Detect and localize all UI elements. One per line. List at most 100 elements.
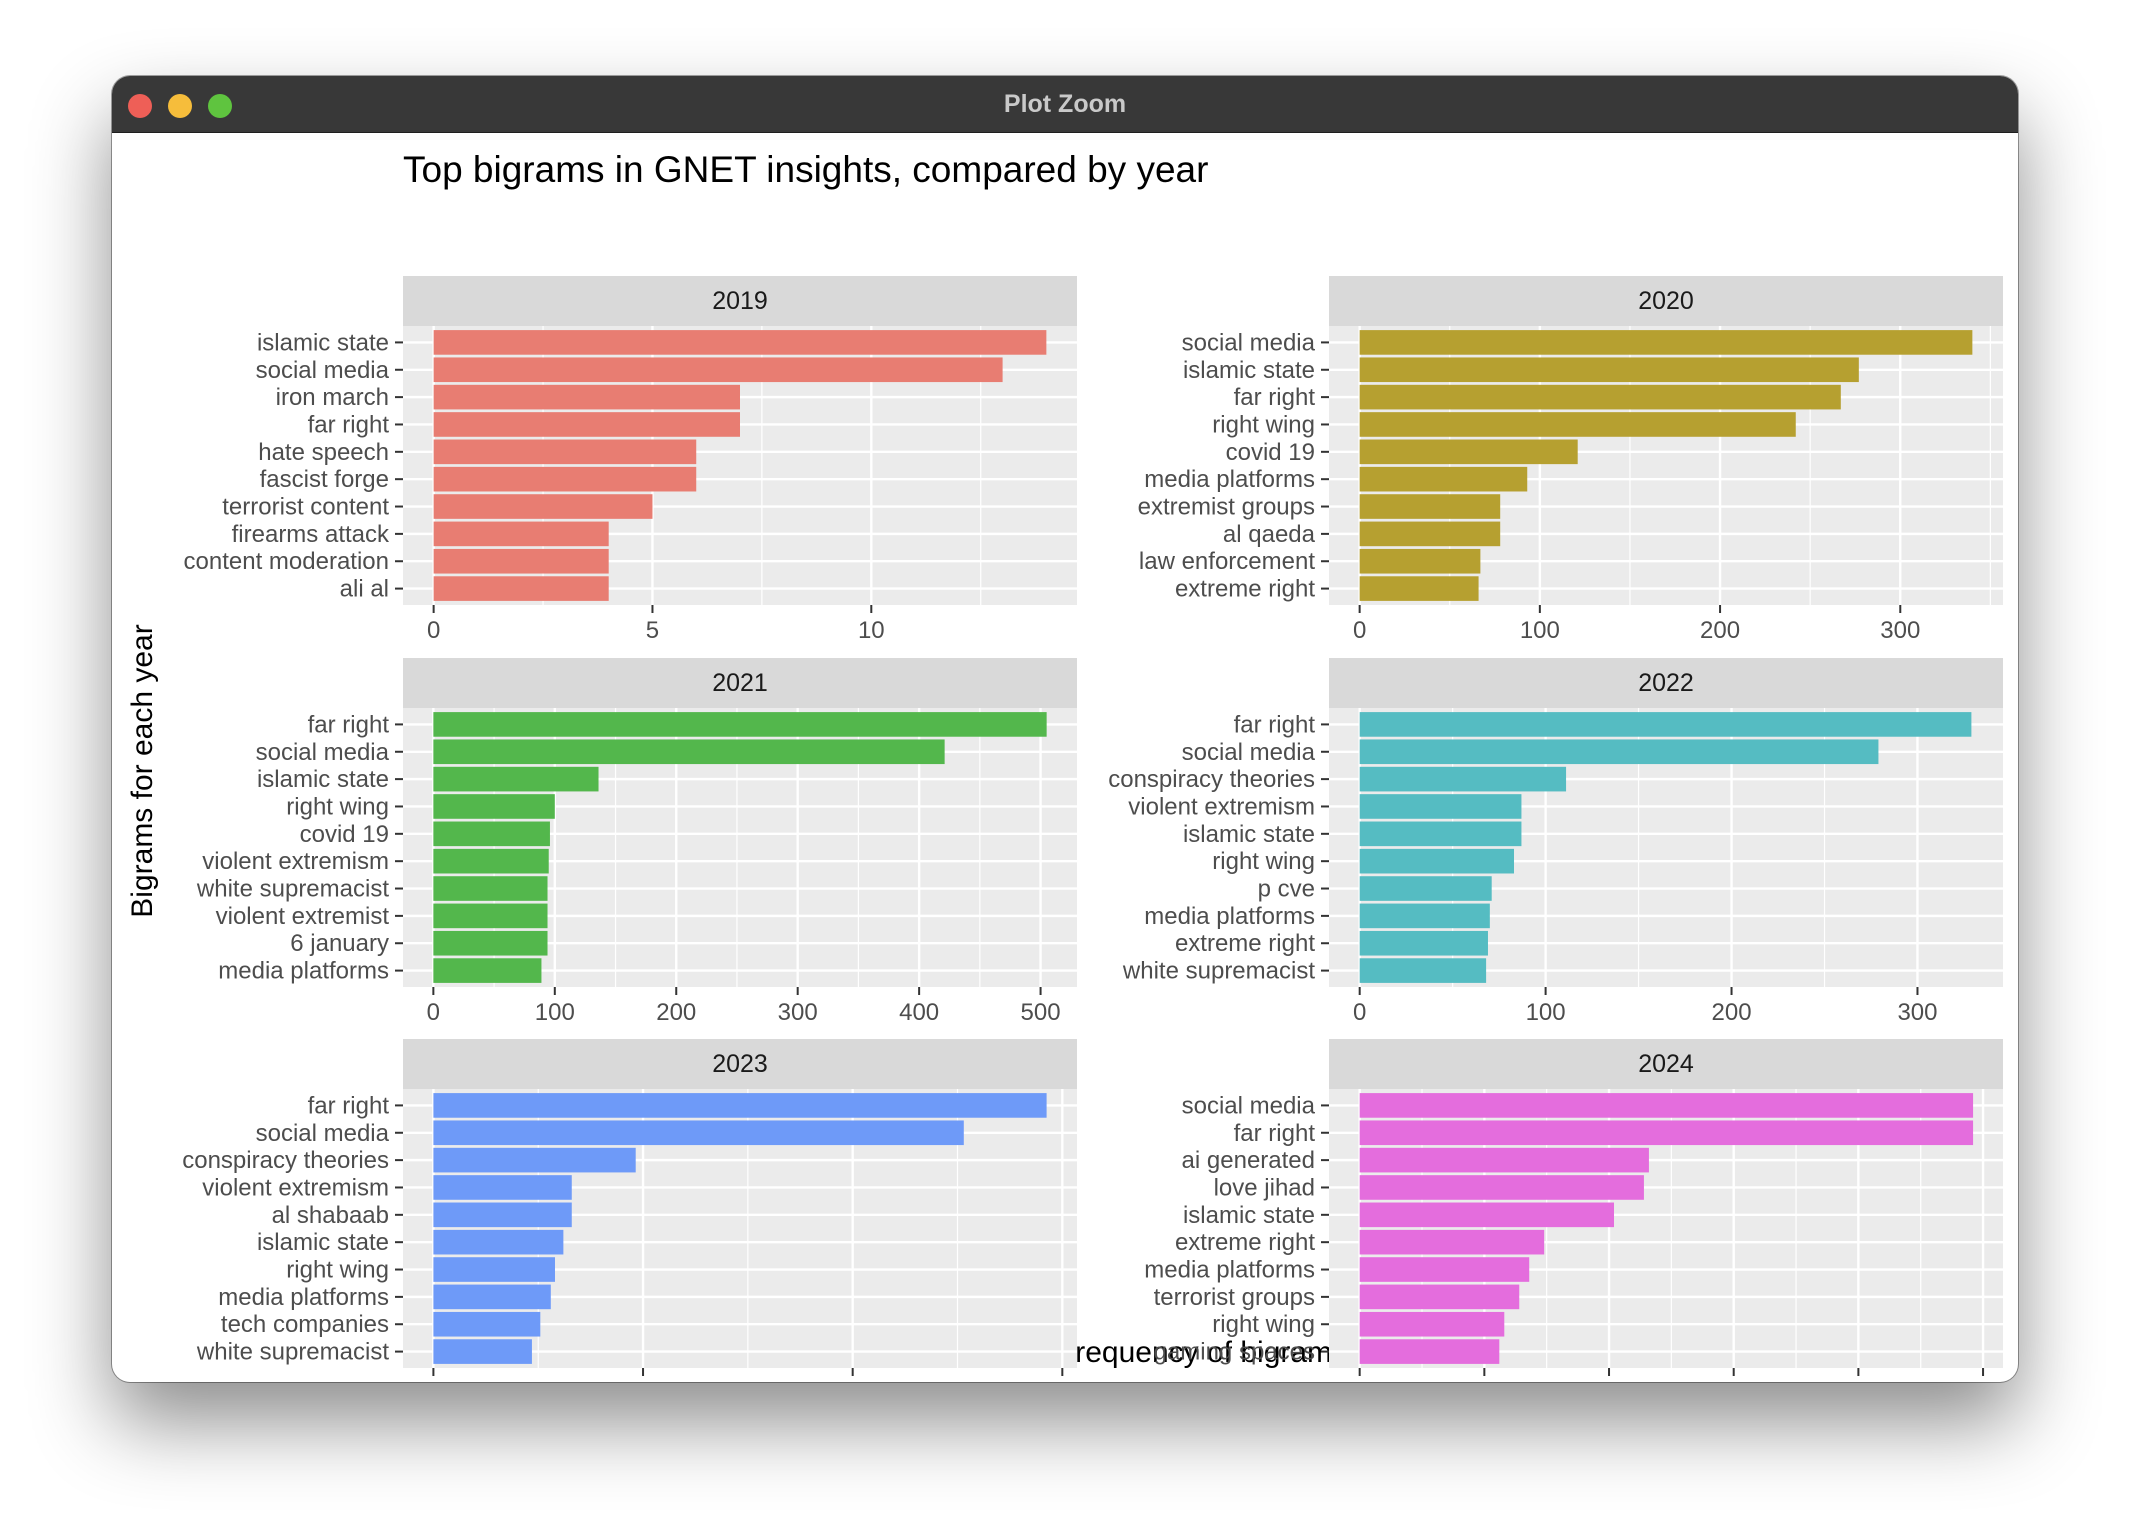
- bar: [1359, 1339, 1500, 1364]
- bar: [433, 930, 548, 956]
- category-label: content moderation: [184, 548, 389, 575]
- bar: [433, 1175, 572, 1200]
- facet-strip: [403, 1039, 1077, 1089]
- bar: [433, 412, 740, 437]
- x-tick-label: 600: [1042, 1380, 1082, 1382]
- bar: [1359, 930, 1488, 956]
- x-tick-label: 0: [427, 617, 440, 644]
- bar: [1359, 739, 1879, 765]
- category-label: right wing: [1212, 411, 1315, 438]
- category-label: media platforms: [1144, 1257, 1315, 1284]
- category-label: media platforms: [218, 1284, 389, 1311]
- y-axis-title: Bigrams for each year: [126, 624, 159, 917]
- category-label: conspiracy theories: [182, 1147, 389, 1174]
- facet-strip: [1329, 658, 2003, 708]
- category-label: hate speech: [258, 439, 389, 466]
- x-tick-label: 50: [1596, 1380, 1623, 1382]
- category-label: islamic state: [257, 329, 389, 356]
- category-label: extremist groups: [1138, 494, 1315, 521]
- x-tick-label: 125: [1963, 1380, 2003, 1382]
- bar: [433, 958, 542, 983]
- category-label: social media: [1182, 1092, 1316, 1119]
- x-tick-label: 100: [1838, 1380, 1878, 1382]
- bar: [433, 466, 697, 492]
- bar: [1359, 494, 1501, 519]
- category-label: violent extremist: [216, 903, 390, 930]
- bar: [1359, 1093, 1974, 1118]
- x-tick-label: 0: [1353, 1380, 1366, 1382]
- category-label: far right: [1234, 1120, 1316, 1147]
- category-label: tech companies: [221, 1311, 389, 1338]
- bar: [1359, 958, 1487, 983]
- category-label: fascist forge: [260, 466, 389, 493]
- plot-zoom-window: Plot Zoom Top bigrams in GNET insights, …: [112, 76, 2018, 1382]
- category-label: far right: [1234, 711, 1316, 738]
- bar: [1359, 1229, 1545, 1255]
- category-label: islamic state: [257, 766, 389, 793]
- category-label: conspiracy theories: [1108, 766, 1315, 793]
- bar: [1359, 384, 1841, 410]
- category-label: white supremacist: [196, 1339, 389, 1366]
- bar: [433, 1311, 541, 1337]
- category-label: far right: [1234, 384, 1316, 411]
- bar: [1359, 412, 1796, 437]
- category-label: media platforms: [1144, 903, 1315, 930]
- x-tick-label: 0: [427, 999, 440, 1026]
- category-label: ali al: [340, 576, 389, 603]
- category-label: violent extremism: [202, 1174, 389, 1201]
- bar: [433, 1120, 964, 1146]
- category-label: violent extremism: [1128, 793, 1315, 820]
- category-label: love jihad: [1214, 1174, 1315, 1201]
- x-tick-label: 300: [1897, 999, 1937, 1026]
- category-label: islamic state: [1183, 821, 1315, 848]
- category-label: right wing: [1212, 1311, 1315, 1338]
- minimize-window-button[interactable]: [168, 94, 192, 118]
- x-tick-label: 10: [858, 617, 885, 644]
- category-label: far right: [308, 1092, 390, 1119]
- category-label: extreme right: [1175, 1229, 1315, 1256]
- zoom-window-button[interactable]: [208, 94, 232, 118]
- bar: [1359, 466, 1528, 492]
- bar: [1359, 548, 1481, 574]
- x-tick-label: 300: [778, 999, 818, 1026]
- bar: [1359, 794, 1522, 819]
- category-label: violent extremism: [202, 848, 389, 875]
- bar: [1359, 1175, 1644, 1200]
- category-label: white supremacist: [196, 876, 389, 903]
- category-label: media platforms: [218, 958, 389, 985]
- facet-strip-label: 2021: [712, 669, 768, 697]
- bar: [433, 766, 599, 792]
- bar: [1359, 1284, 1520, 1310]
- bar: [1359, 712, 1972, 737]
- bar: [433, 1229, 564, 1255]
- category-label: law enforcement: [1139, 548, 1315, 575]
- x-tick-label: 0: [1353, 617, 1366, 644]
- bar: [433, 1339, 532, 1364]
- category-label: media platforms: [1144, 466, 1315, 493]
- x-tick-label: 200: [1700, 617, 1740, 644]
- category-label: terrorist content: [222, 494, 389, 521]
- category-label: p cve: [1258, 876, 1315, 903]
- category-label: social media: [1182, 329, 1316, 356]
- x-tick-label: 200: [656, 999, 696, 1026]
- x-tick-label: 0: [1353, 999, 1366, 1026]
- bar: [433, 1202, 572, 1228]
- category-label: social media: [256, 357, 390, 384]
- bar: [433, 1284, 551, 1310]
- category-label: terrorist groups: [1154, 1284, 1315, 1311]
- x-tick-label: 100: [535, 999, 575, 1026]
- facet-strip: [403, 276, 1077, 326]
- bar: [1359, 876, 1492, 901]
- category-label: covid 19: [300, 821, 389, 848]
- plot-area: Top bigrams in GNET insights, compared b…: [112, 133, 2018, 1382]
- category-label: gaming spaces: [1154, 1339, 1315, 1366]
- x-tick-label: 75: [1720, 1380, 1747, 1382]
- x-tick-label: 400: [899, 999, 939, 1026]
- close-window-button[interactable]: [128, 94, 152, 118]
- category-label: al qaeda: [1223, 521, 1316, 548]
- x-tick-label: 100: [1520, 617, 1560, 644]
- category-label: social media: [1182, 739, 1316, 766]
